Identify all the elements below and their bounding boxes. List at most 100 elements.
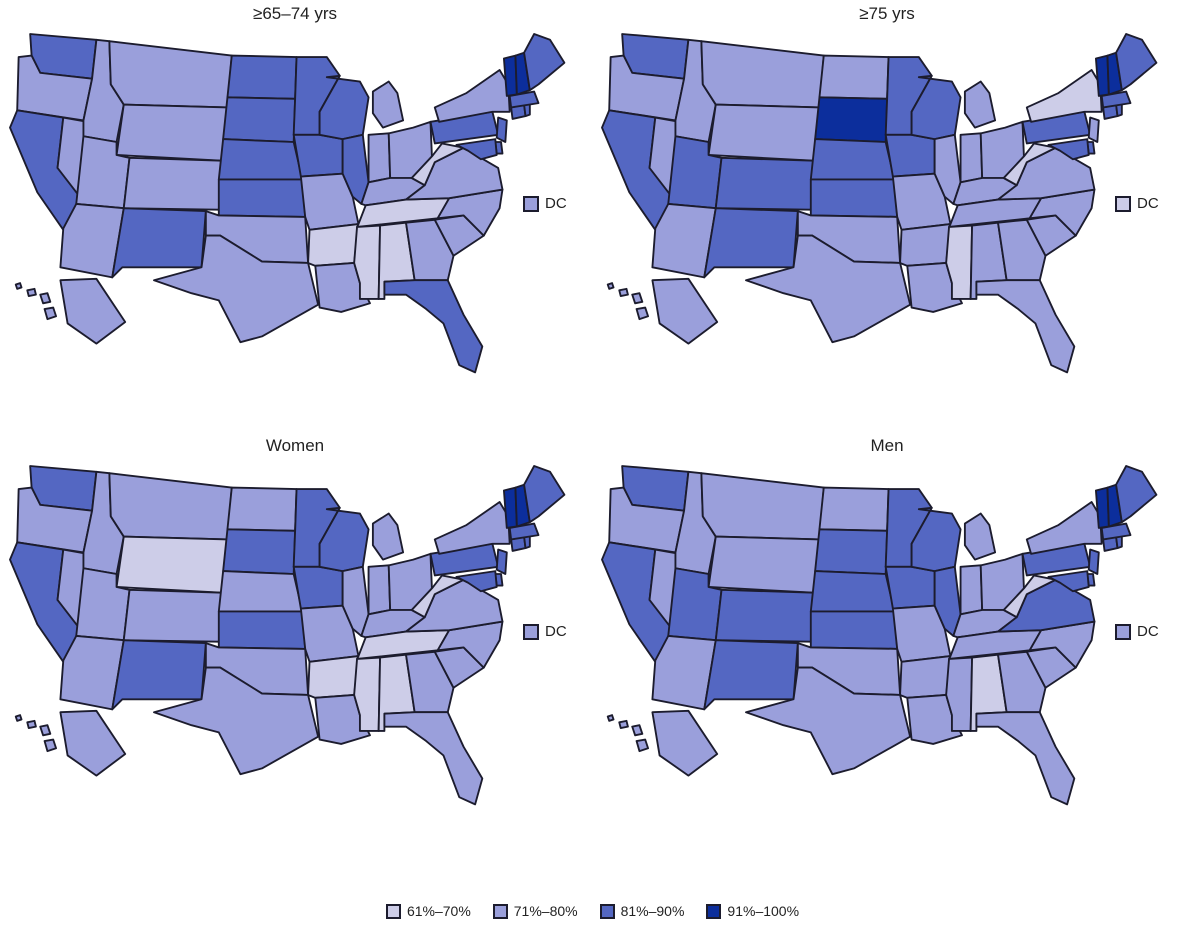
state-nj — [1087, 548, 1100, 575]
state-az — [651, 202, 717, 279]
map-panel-men: Men DC — [592, 436, 1182, 861]
legend-item: 71%–80% — [492, 903, 578, 919]
state-tx — [153, 234, 320, 344]
panel-title: ≥65–74 yrs — [253, 4, 337, 23]
state-me — [1115, 33, 1158, 92]
map-legend: 61%–70% 71%–80% 81%–90% 91%–100% — [0, 900, 1185, 922]
state-fl — [975, 279, 1076, 374]
state-ne — [809, 570, 896, 613]
state-in — [959, 132, 984, 184]
us-map — [9, 33, 566, 374]
state-ar — [899, 223, 952, 267]
state-nd — [226, 54, 298, 100]
panel-title: ≥75 yrs — [859, 4, 915, 23]
state-tx — [745, 666, 912, 776]
legend-item: 61%–70% — [385, 903, 471, 919]
state-ma — [1100, 90, 1132, 109]
state-nd — [818, 54, 890, 100]
state-nj — [495, 116, 508, 143]
state-sd — [222, 528, 297, 575]
legend-swatch — [492, 903, 508, 919]
state-hi — [606, 282, 650, 321]
state-sd — [814, 528, 889, 575]
state-nj — [495, 548, 508, 575]
state-sd — [222, 96, 297, 143]
state-nj — [1087, 116, 1100, 143]
state-ak — [651, 277, 719, 345]
state-wy — [115, 103, 229, 162]
state-ar — [899, 655, 952, 699]
state-md — [455, 138, 498, 161]
state-ny — [1025, 501, 1103, 555]
state-mi — [371, 512, 405, 561]
state-co — [714, 588, 815, 643]
state-ma — [1100, 522, 1132, 541]
state-fl — [383, 279, 484, 374]
state-ri — [523, 103, 531, 118]
panel-title: Men — [870, 436, 904, 455]
legend-label: 71%–80% — [513, 903, 578, 919]
state-ri — [523, 535, 531, 550]
map-panel-65-74: ≥65–74 yrs DC — [0, 4, 590, 429]
state-ma — [508, 522, 540, 541]
state-ak — [59, 277, 127, 345]
state-ny — [433, 501, 511, 555]
state-co — [714, 156, 815, 211]
state-in — [367, 564, 392, 616]
state-layer — [601, 465, 1158, 806]
us-map — [9, 465, 566, 806]
state-mt — [108, 472, 233, 541]
state-ar — [307, 655, 360, 699]
state-ri — [1115, 103, 1123, 118]
state-ne — [217, 138, 304, 181]
dc-swatch — [1115, 624, 1131, 640]
panel-title: Women — [265, 436, 325, 455]
state-ks — [217, 178, 307, 218]
state-md — [455, 570, 498, 593]
map-panel-75-plus: ≥75 yrs DC — [592, 4, 1182, 429]
state-me — [523, 33, 566, 92]
us-map — [601, 465, 1158, 806]
legend-label: 91%–100% — [727, 903, 800, 919]
state-hi — [14, 282, 58, 321]
us-map — [601, 33, 1158, 374]
state-nd — [818, 486, 890, 532]
state-wy — [707, 535, 821, 594]
state-in — [367, 132, 392, 184]
state-co — [122, 156, 223, 211]
state-ia — [292, 133, 344, 178]
dc-label: DC — [545, 195, 567, 212]
state-ia — [884, 133, 936, 178]
dc-label: DC — [545, 623, 567, 640]
legend-label: 61%–70% — [406, 903, 471, 919]
state-sd — [814, 96, 889, 143]
dc-label: DC — [1137, 623, 1159, 640]
state-co — [122, 588, 223, 643]
state-ne — [809, 138, 896, 181]
state-ks — [809, 178, 899, 218]
state-fl — [975, 711, 1076, 806]
dc-swatch — [1115, 196, 1131, 212]
state-md — [1047, 138, 1090, 161]
state-in — [959, 564, 984, 616]
dc-swatch — [523, 624, 539, 640]
state-ne — [217, 570, 304, 613]
state-me — [1115, 465, 1158, 524]
state-hi — [606, 714, 650, 753]
state-layer — [601, 33, 1158, 374]
state-hi — [14, 714, 58, 753]
state-nm — [703, 207, 799, 279]
state-ak — [651, 709, 719, 777]
legend-swatch — [599, 903, 615, 919]
legend-swatch — [385, 903, 401, 919]
state-layer — [9, 33, 566, 374]
legend-item: 91%–100% — [706, 903, 799, 919]
legend-swatch — [706, 903, 722, 919]
state-az — [651, 634, 717, 711]
state-wy — [115, 535, 229, 594]
state-me — [523, 465, 566, 524]
state-mi — [963, 512, 997, 561]
state-mt — [108, 40, 233, 109]
state-nd — [226, 486, 298, 532]
state-ny — [433, 69, 511, 123]
